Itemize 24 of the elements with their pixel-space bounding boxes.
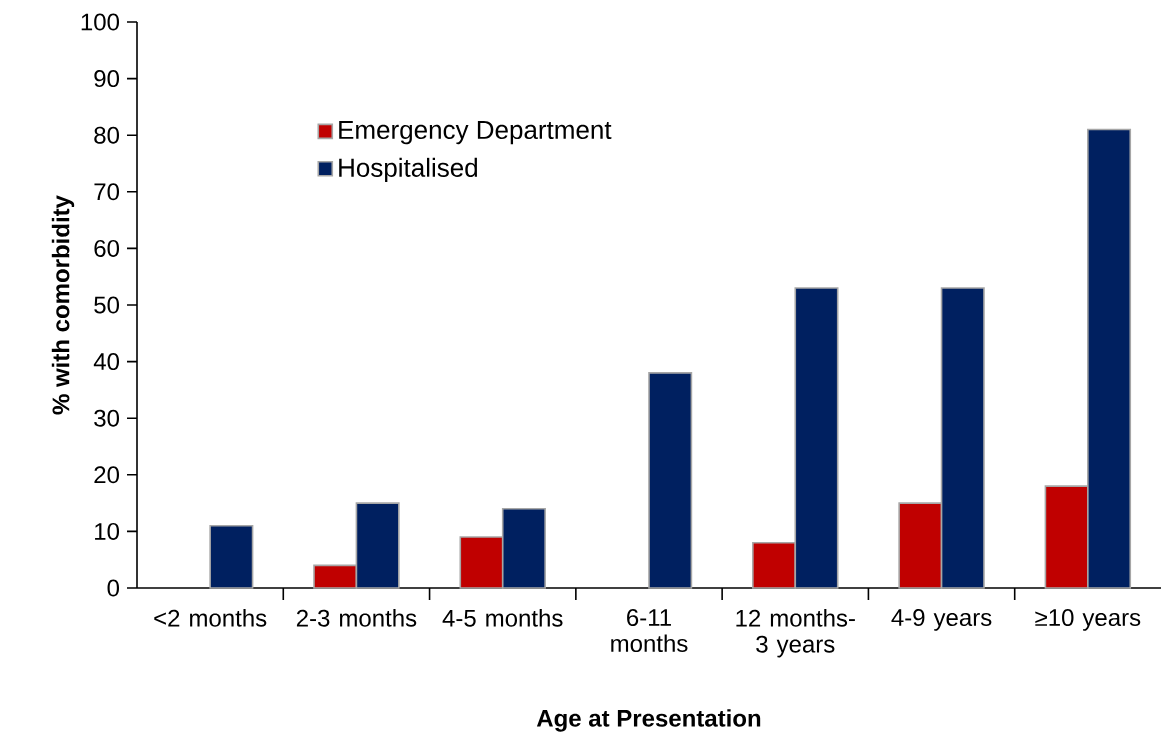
y-tick-label: 30	[94, 409, 120, 427]
x-tick-label: <2 months	[154, 609, 267, 627]
x-tick-label: ≥10 years	[1035, 609, 1141, 631]
y-tick-label: 100	[81, 13, 120, 31]
x-tick-label: 2-3 months	[296, 609, 417, 627]
x-tick-label: 6-11 months	[611, 609, 688, 653]
bar	[209, 524, 254, 589]
y-tick-label: 0	[107, 579, 120, 597]
y-tick-label: 90	[94, 70, 120, 88]
y-tick-label: 10	[95, 522, 120, 540]
legend-label: Hospitalised	[339, 157, 478, 183]
x-axis-title: Age at Presentation	[536, 709, 761, 732]
y-tick-label: 80	[94, 126, 120, 144]
x-tick-label: 4-9 years	[891, 609, 992, 631]
y-axis-title: % with comorbidity	[51, 195, 75, 415]
y-tick-label: 50	[94, 296, 120, 314]
x-tick-label: 4-5 months	[442, 609, 563, 627]
legend-label: Emergency Department	[339, 120, 612, 145]
y-tick-label: 20	[94, 466, 120, 484]
bar	[648, 372, 693, 589]
y-tick-label: 40	[93, 353, 120, 371]
y-tick-label: 70	[94, 183, 120, 201]
y-tick-label: 60	[94, 239, 120, 257]
x-tick-label: 12 months-3 years	[736, 609, 855, 658]
